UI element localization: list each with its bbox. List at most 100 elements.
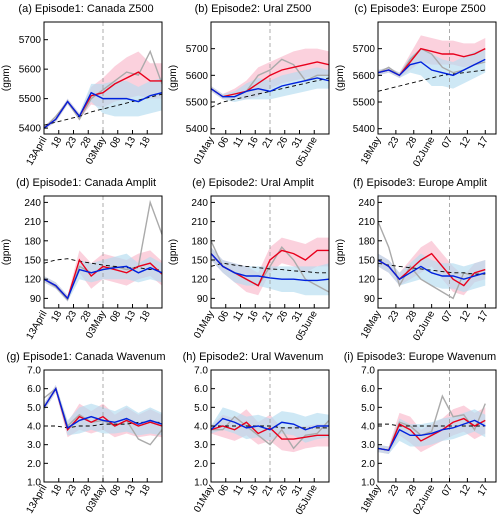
- y-tick-label: 210: [191, 217, 208, 228]
- spread-band: [211, 247, 329, 296]
- y-axis-label: (gpm): [168, 239, 179, 265]
- y-tick-label: 6.0: [194, 384, 208, 395]
- y-tick-label: 210: [358, 217, 375, 228]
- y-tick-label: 1.0: [361, 478, 375, 489]
- x-tick-label: 28: [79, 135, 94, 151]
- plot-area: [211, 370, 329, 482]
- x-tick-label: 17: [476, 309, 491, 325]
- x-tick-label: 07: [440, 309, 455, 325]
- y-tick-label: 5400: [353, 124, 376, 135]
- panel-title: (i) Episode3: Europe Wavenum: [344, 351, 496, 363]
- panel: (b) Episode2: Ural Z500 (gpm) 5400 5500 5600…: [168, 3, 330, 169]
- y-tick-label: 7.0: [194, 366, 208, 377]
- y-tick-label: 5500: [186, 98, 209, 109]
- panel: (g) Episode1: Canada Wavenum 1.0 2.0 3.0 4.0…: [6, 351, 165, 515]
- x-tick-label: 12: [458, 135, 473, 151]
- y-tick-label: 7.0: [361, 366, 375, 377]
- y-tick-label: 90: [364, 294, 376, 305]
- panel-title: (d) Episode1: Canada Amplit: [16, 177, 156, 189]
- y-tick-label: 5700: [353, 44, 376, 55]
- y-tick-label: 5600: [186, 71, 209, 82]
- x-tick-label: 21: [261, 309, 276, 325]
- y-tick-label: 180: [24, 236, 41, 247]
- series-line: [378, 423, 486, 427]
- panel: (c) Episode3: Europe Z500 (gpm) 5400 5500 56…: [335, 3, 497, 169]
- series-line: [44, 91, 162, 129]
- series-line: [211, 61, 329, 98]
- panel: (i) Episode3: Europe Wavenum 1.0 2.0 3.0 4.0…: [344, 351, 497, 517]
- y-tick-label: 3.0: [27, 440, 41, 451]
- panel: (d) Episode1: Canada Amplit (gpm) 90 120 150…: [1, 177, 163, 341]
- y-axis-label: (gpm): [335, 239, 346, 265]
- x-tick-label: 07: [440, 135, 455, 151]
- spread-band: [211, 407, 329, 443]
- x-tick-label: 23: [64, 309, 79, 325]
- y-tick-label: 2.0: [27, 459, 41, 470]
- x-tick-label: 11: [231, 135, 246, 150]
- x-tick-label: 17: [476, 483, 491, 499]
- series-line: [44, 199, 162, 302]
- plot-frame: [377, 195, 497, 309]
- y-tick-label: 2.0: [361, 459, 375, 470]
- x-tick-label: 21: [261, 135, 276, 151]
- panel-title: (f) Episode3: Europe Amplit: [353, 177, 487, 189]
- x-tick-label: 16: [246, 135, 261, 151]
- spread-band: [44, 78, 162, 130]
- x-tick-label: 18May: [359, 135, 384, 166]
- y-tick-label: 1.0: [194, 478, 208, 489]
- x-tick-label: 13April: [25, 309, 50, 341]
- x-tick-label: 16: [246, 309, 261, 325]
- x-tick-label: 18: [49, 309, 64, 325]
- y-axis-label: (gpm): [335, 65, 346, 91]
- series-line: [378, 58, 486, 77]
- y-tick-label: 5.0: [194, 403, 208, 414]
- y-tick-label: 5.0: [27, 403, 41, 414]
- y-tick-label: 240: [358, 198, 375, 209]
- series-line: [44, 258, 162, 271]
- x-tick-label: 31: [290, 309, 305, 325]
- x-tick-label: 26: [275, 309, 290, 325]
- x-tick-label: 31: [290, 483, 305, 499]
- series-line: [211, 253, 329, 282]
- y-tick-label: 150: [24, 256, 41, 267]
- plot-area: [378, 196, 486, 308]
- panel: (f) Episode3: Europe Amplit (gpm) 90 120 150…: [335, 177, 497, 343]
- x-tick-label: 28: [404, 135, 419, 151]
- y-tick-label: 5600: [19, 65, 42, 76]
- y-tick-label: 150: [358, 256, 375, 267]
- x-tick-label: 08: [108, 309, 123, 325]
- series-line: [211, 77, 329, 98]
- y-tick-label: 4.0: [194, 422, 208, 433]
- x-tick-label: 13: [123, 483, 138, 499]
- panel: (h) Episode2: Ural Wavenum 1.0 2.0 3.0 4.0 5.…: [183, 351, 330, 517]
- y-axis-label: (gpm): [1, 65, 12, 91]
- y-tick-label: 4.0: [27, 422, 41, 433]
- x-tick-label: 26: [275, 483, 290, 499]
- y-tick-label: 3.0: [194, 440, 208, 451]
- x-tick-label: 23: [386, 309, 401, 325]
- y-tick-label: 6.0: [27, 384, 41, 395]
- x-tick-label: 23: [386, 483, 401, 499]
- y-tick-label: 5400: [19, 124, 42, 135]
- y-tick-label: 2.0: [194, 459, 208, 470]
- series-line: [211, 417, 329, 431]
- x-tick-label: 23: [64, 483, 79, 499]
- plot-area: [378, 22, 486, 134]
- y-tick-label: 5700: [19, 35, 42, 46]
- x-tick-label: 18: [138, 135, 153, 151]
- plot-area: [44, 196, 162, 308]
- y-tick-label: 3.0: [361, 440, 375, 451]
- series-line: [378, 221, 486, 300]
- x-tick-label: 21: [261, 483, 276, 499]
- x-tick-label: 17: [476, 135, 491, 151]
- y-axis-label: (gpm): [168, 65, 179, 91]
- x-tick-label: 23: [64, 135, 79, 151]
- x-tick-label: 31: [290, 135, 305, 151]
- plot-area: [44, 370, 162, 482]
- panel-title: (e) Episode2: Ural Amplit: [192, 177, 314, 189]
- spread-band: [378, 48, 486, 89]
- y-tick-label: 5700: [186, 44, 209, 55]
- series-line: [44, 386, 162, 429]
- y-tick-label: 5500: [353, 98, 376, 109]
